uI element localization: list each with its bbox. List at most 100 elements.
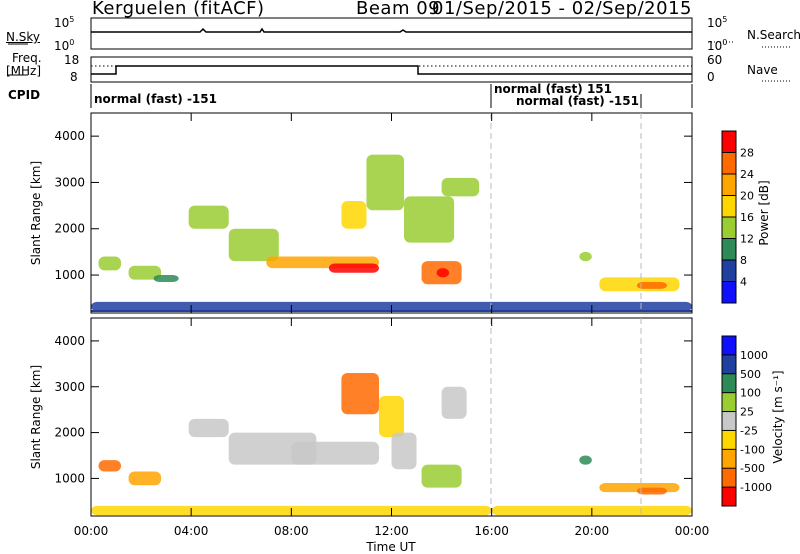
colorbar-cell xyxy=(722,487,736,506)
echo-region xyxy=(366,154,405,211)
nsky-ytop: 105 xyxy=(54,15,75,30)
colorbar-tick-label: 4 xyxy=(740,276,747,289)
nave-ytop: 60 xyxy=(707,53,723,67)
colorbar-cell xyxy=(722,468,736,488)
velocity-colorbar-label: Velocity [m s⁻¹] xyxy=(771,370,785,463)
power-colorbar-label: Power [dB] xyxy=(757,180,771,245)
echo-region xyxy=(128,471,162,486)
nsky-label: N.Sky xyxy=(6,30,41,44)
echo-region xyxy=(291,441,379,465)
colorbar-cell xyxy=(722,354,736,374)
freq-ybot: 8 xyxy=(70,70,78,84)
colorbar-cell xyxy=(722,195,736,217)
nsearch-ybot: 100 xyxy=(707,38,728,53)
xtick-label: 20:00 xyxy=(575,524,610,538)
colorbar-tick-label: 28 xyxy=(740,147,754,160)
colorbar-tick-label: 100 xyxy=(740,387,761,400)
echo-region xyxy=(188,205,229,229)
echo-region xyxy=(404,196,455,243)
nave-ybot: 0 xyxy=(707,70,715,84)
colorbar-cell xyxy=(722,131,736,153)
colorbar-cell xyxy=(722,449,736,469)
echo-region xyxy=(341,200,367,229)
colorbar-cell xyxy=(722,281,736,303)
power-ylabel: Slant Range [km] xyxy=(29,161,43,265)
velocity-colorbar: -1000 -500 -100 -25 25 100 500 1000 xyxy=(721,335,772,507)
colorbar-tick-label: -1000 xyxy=(740,481,772,494)
colorbar-tick-label: 16 xyxy=(740,211,754,224)
colorbar-tick-label: -500 xyxy=(740,462,765,475)
x-axis: 00:00 04:00 08:00 12:00 16:00 20:00 00:00 xyxy=(74,113,709,538)
colorbar-cell xyxy=(722,174,736,196)
power-y-axis: 1000 2000 3000 4000 xyxy=(54,129,692,282)
ytick-label: 1000 xyxy=(54,471,85,485)
ytick-label: 2000 xyxy=(54,222,85,236)
colorbar-cell xyxy=(722,152,736,174)
echo-region xyxy=(378,395,405,438)
ytick-label: 2000 xyxy=(54,426,85,440)
colorbar-tick-label: 8 xyxy=(740,254,747,267)
ytick-label: 3000 xyxy=(54,380,85,394)
x-axis-label: Time UT xyxy=(365,540,416,554)
colorbar-cell xyxy=(722,238,736,260)
echo-region xyxy=(391,432,417,470)
xtick-label: 16:00 xyxy=(474,524,509,538)
cpid-segment-2: normal (fast) 151 xyxy=(494,82,612,96)
colorbar-tick-label: 12 xyxy=(740,233,754,246)
station-title: Kerguelen (fitACF) xyxy=(92,0,265,19)
nsearch-ytop: 105 xyxy=(707,15,728,30)
colorbar-cell xyxy=(722,336,736,355)
nsky-frame xyxy=(90,17,693,50)
xtick-label: 04:00 xyxy=(174,524,209,538)
colorbar-cell xyxy=(722,260,736,282)
echo-region xyxy=(153,275,179,282)
colorbar-tick-label: 25 xyxy=(740,406,754,419)
echo-region xyxy=(98,460,122,472)
ytick-label: 4000 xyxy=(54,334,85,348)
freq-frame xyxy=(90,56,693,83)
echo-region xyxy=(636,281,667,289)
echo-region xyxy=(188,418,229,438)
freq-label: Freq. xyxy=(12,51,42,65)
velocity-y-axis: 1000 2000 3000 4000 xyxy=(54,334,692,485)
cpid-label: CPID xyxy=(8,88,41,102)
ytick-label: 4000 xyxy=(54,129,85,143)
echo-region xyxy=(636,487,667,495)
nave-label: Nave xyxy=(747,63,778,77)
echo-region xyxy=(579,455,592,465)
colorbar-tick-label: -100 xyxy=(740,443,765,456)
freq-trace xyxy=(91,65,692,75)
echo-region xyxy=(228,228,279,262)
colorbar-tick-label: 1000 xyxy=(740,349,768,362)
echo-region xyxy=(328,263,379,273)
velocity-ylabel: Slant Range [km] xyxy=(29,365,43,469)
colorbar-tick-label: 20 xyxy=(740,190,754,203)
ytick-label: 3000 xyxy=(54,175,85,189)
echo-region xyxy=(436,268,450,278)
colorbar-frame xyxy=(721,335,737,507)
colorbar-cell xyxy=(722,217,736,239)
echo-region xyxy=(128,265,162,280)
ytick-label: 1000 xyxy=(54,268,85,282)
cpid-segment-3: normal (fast) -151 xyxy=(516,94,639,108)
echo-region xyxy=(98,256,122,271)
nsky-ybot: 100 xyxy=(54,38,75,53)
echo-region xyxy=(421,464,462,488)
date-range: 01/Sep/2015 - 02/Sep/2015 xyxy=(432,0,692,19)
colorbar-tick-label: 24 xyxy=(740,168,754,181)
beam-title: Beam 09 xyxy=(356,0,441,19)
colorbar-cell xyxy=(722,373,736,393)
colorbar-cell xyxy=(722,411,736,431)
colorbar-tick-label: -25 xyxy=(740,424,758,437)
colorbar-tick-label: 500 xyxy=(740,368,761,381)
cpid-segment-1: normal (fast) -151 xyxy=(94,92,217,106)
colorbar-cell xyxy=(722,392,736,412)
xtick-label: 12:00 xyxy=(374,524,409,538)
echo-region xyxy=(341,373,379,415)
freq-ytop: 18 xyxy=(64,53,80,67)
nsky-trace xyxy=(91,27,692,33)
xtick-label: 00:00 xyxy=(74,524,109,538)
echo-region xyxy=(579,251,592,262)
xtick-label: 08:00 xyxy=(274,524,309,538)
